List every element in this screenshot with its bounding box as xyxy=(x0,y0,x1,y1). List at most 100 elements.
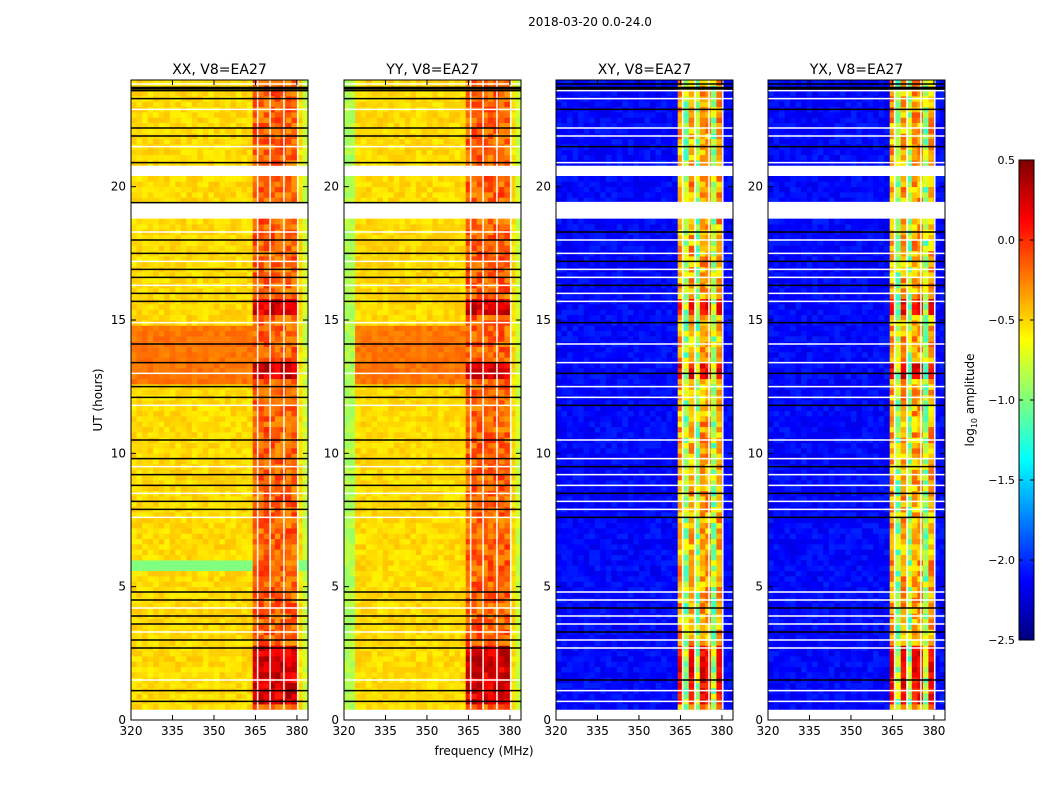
heat-cell xyxy=(208,501,215,508)
heat-cell xyxy=(213,117,221,124)
heat-cell xyxy=(219,80,226,86)
heat-cell xyxy=(164,330,171,337)
heat-cell xyxy=(509,650,517,657)
heat-cell xyxy=(410,586,417,593)
heat-cell xyxy=(169,592,176,598)
heat-cell xyxy=(443,592,450,598)
heat-cell xyxy=(225,256,232,262)
heat-cell xyxy=(393,608,400,614)
heat-cell xyxy=(131,378,138,385)
heat-cell xyxy=(263,682,270,689)
heat-cell xyxy=(344,522,351,529)
heat-cell xyxy=(180,432,187,438)
heat-cell xyxy=(252,234,259,241)
heat-cell xyxy=(169,346,176,353)
heat-cell xyxy=(377,522,384,529)
heat-cell xyxy=(247,272,254,278)
heat-cell xyxy=(186,704,193,710)
heat-cell xyxy=(175,389,182,396)
heat-cell xyxy=(153,277,160,284)
heat-cell xyxy=(180,592,187,598)
heat-cell xyxy=(366,538,373,545)
heat-cell xyxy=(131,325,138,332)
heat-cell xyxy=(302,368,308,374)
heat-cell xyxy=(219,602,226,609)
heat-cell xyxy=(158,624,165,630)
heat-cell xyxy=(360,512,367,518)
heat-cell xyxy=(393,581,400,588)
heat-cell xyxy=(225,314,232,321)
heat-cell xyxy=(142,528,149,534)
heat-cell xyxy=(263,496,270,502)
heat-cell xyxy=(153,224,160,230)
heat-cell xyxy=(515,538,521,545)
heat-cell xyxy=(230,154,237,161)
heat-cell xyxy=(515,693,521,700)
heat-cell xyxy=(186,218,193,225)
heat-cell xyxy=(471,672,478,678)
heat-cell xyxy=(169,517,176,524)
heat-cell xyxy=(202,314,210,321)
heat-cell xyxy=(258,421,265,428)
heat-cell xyxy=(142,592,149,598)
heat-cell xyxy=(482,544,489,550)
heat-cell xyxy=(158,186,165,193)
heat-cell xyxy=(164,357,171,364)
heat-cell xyxy=(388,624,395,630)
heat-cell xyxy=(164,549,171,556)
heat-cell xyxy=(371,528,378,534)
heat-cell xyxy=(186,240,193,246)
heat-cell xyxy=(252,138,259,145)
heat-cell xyxy=(131,586,138,593)
heat-cell xyxy=(202,149,210,156)
heat-cell xyxy=(285,112,293,118)
heat-cell xyxy=(142,192,149,198)
heat-cell xyxy=(136,192,143,198)
heat-cell xyxy=(263,693,270,700)
heat-cell xyxy=(180,528,187,534)
heat-cell xyxy=(393,656,400,662)
heat-cell xyxy=(252,330,259,337)
heat-cell xyxy=(186,533,193,540)
heat-cell xyxy=(291,560,298,566)
heat-cell xyxy=(247,90,254,97)
heat-cell xyxy=(213,304,221,310)
heat-cell xyxy=(285,154,293,161)
heat-cell xyxy=(302,576,308,582)
heat-cell xyxy=(142,661,149,668)
heat-cell xyxy=(180,288,187,294)
heat-cell xyxy=(393,538,400,545)
heat-cell xyxy=(197,138,204,145)
heat-cell xyxy=(285,90,293,97)
heat-cell xyxy=(247,453,254,460)
heat-cell xyxy=(366,640,373,646)
heat-cell xyxy=(258,368,265,374)
heat-cell xyxy=(219,389,226,396)
y-tick-label: 5 xyxy=(118,580,126,594)
heat-cell xyxy=(136,533,143,540)
heat-cell xyxy=(344,544,351,550)
heat-cell xyxy=(515,528,521,534)
heat-cell xyxy=(180,256,187,262)
heat-cell xyxy=(225,112,232,118)
heat-cell xyxy=(344,693,351,700)
heat-cell xyxy=(230,288,237,294)
heat-cell xyxy=(291,352,298,358)
heat-cell xyxy=(191,538,198,545)
heat-cell xyxy=(382,549,389,556)
heat-cell xyxy=(285,560,293,566)
heat-cell xyxy=(471,634,478,641)
heat-cell xyxy=(236,181,243,188)
heat-cell xyxy=(164,378,171,385)
heat-cell xyxy=(164,336,171,342)
heat-cell xyxy=(164,538,171,545)
heat-cell xyxy=(504,554,511,561)
heat-cell xyxy=(269,224,276,230)
heat-cell xyxy=(460,586,467,593)
heat-cell xyxy=(142,608,149,614)
heat-cell xyxy=(269,245,276,252)
heat-cell xyxy=(180,496,187,502)
heat-cell xyxy=(252,368,259,374)
heat-cell xyxy=(142,245,149,252)
heat-cell xyxy=(438,672,445,678)
